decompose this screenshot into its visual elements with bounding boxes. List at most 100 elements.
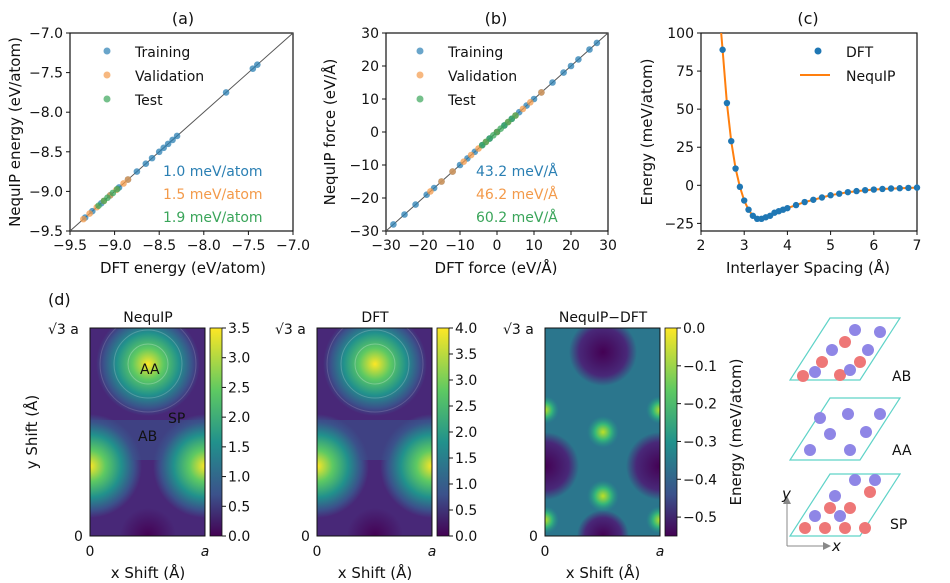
ytick-label-b: 0 <box>370 125 379 141</box>
ytick-bottom-1: 0 <box>74 529 83 545</box>
legend-b-training: Training <box>447 45 503 61</box>
panel-b-ylabel: NequIP force (eV/Å) <box>320 59 339 206</box>
colorbar-tick-label: 3.5 <box>228 321 250 337</box>
point-a-test <box>113 185 121 193</box>
point-c-dft <box>861 186 869 194</box>
point-c-dft <box>913 184 921 191</box>
heatmap-dft-title: DFT <box>361 310 389 326</box>
legend-b-validation-marker <box>416 71 424 79</box>
point-b-training <box>567 62 575 70</box>
panel-b-yticks: −30 −20 −10 0 10 20 30 <box>349 26 386 240</box>
axis-x-symbol: x <box>831 537 841 555</box>
legend-c-dft-marker <box>814 47 822 55</box>
panel-c-line: (c) 2 3 4 5 6 7 −25 0 25 50 75 100 Interlayer Spac… <box>638 9 921 277</box>
point-c-dft <box>723 99 731 107</box>
colorbar-tick-label: 3.0 <box>455 373 477 389</box>
point-c-dft <box>728 137 735 145</box>
stacking-label-sp: SP <box>168 411 185 427</box>
point-a-training <box>249 65 257 72</box>
xtick-left-3: 0 <box>541 544 550 560</box>
panel-c-ylabel: Energy (meV/atom) <box>638 58 656 205</box>
xtick-label-a: −8.5 <box>142 238 176 254</box>
point-c-dft <box>827 192 834 199</box>
point-c-dft <box>732 165 739 172</box>
point-c-dft <box>887 185 895 192</box>
point-b-training <box>401 211 408 218</box>
structure-aa: AA <box>788 397 912 461</box>
point-b-validation <box>460 158 468 165</box>
panel-a-yticks: −9.5 −9.0 −8.5 −8.0 −7.5 −7.0 <box>29 26 70 240</box>
xtick-label-a: −9.0 <box>98 238 132 254</box>
ytick-top-2: √3 a <box>275 322 306 338</box>
point-c-dft <box>818 194 826 201</box>
colorbar-tick-label: 3.0 <box>228 351 250 367</box>
point-a-validation <box>86 210 93 217</box>
point-c-dft <box>879 185 886 193</box>
heatmap-nequip-frame <box>89 327 206 537</box>
point-a-training <box>160 144 167 152</box>
colorbar-dft <box>436 327 450 537</box>
colorbar-tick-label: 4.0 <box>455 321 477 337</box>
legend-b-test: Test <box>447 93 476 109</box>
structure-ab: AB <box>788 317 911 385</box>
point-a-test <box>109 189 117 197</box>
colorbar-tick-label: 2.0 <box>228 410 250 426</box>
ytick-label-a: −8.0 <box>29 105 63 121</box>
xtick-label-c: 3 <box>740 238 749 254</box>
xtick-left-2: 0 <box>313 544 322 560</box>
ytick-label-a: −9.5 <box>29 224 63 240</box>
xtick-label-a: −7.5 <box>231 238 265 254</box>
heatmap-diff-title: NequIP−DFT <box>559 310 648 326</box>
panel-b-scatter: (b) −30 −20 −10 0 10 20 30 −30 −20 −10 0 10 20 30 DF… <box>320 9 617 277</box>
panel-b-points <box>390 39 601 228</box>
annotation-b-test-mae: 60.2 meV/Å <box>476 209 558 226</box>
xtick-label-a: −9.5 <box>53 238 87 254</box>
point-b-training <box>586 46 593 53</box>
heatmap-difference: NequIP−DFT 0.0−0.1−0.2−0.3−0.4−0.5 √3 a … <box>503 310 745 582</box>
structure-label-sp: SP <box>890 517 907 533</box>
heatmap-dft-frame <box>316 327 433 537</box>
annotation-b-validation-mae: 46.2 meV/Å <box>476 186 558 203</box>
ytick-label-c: −25 <box>664 216 694 232</box>
colorbar-tick-label: 1.5 <box>455 451 477 467</box>
point-b-training <box>390 221 397 228</box>
colorbar-diff-ticks: 0.0 −0.1 −0.2 −0.3 −0.4 −0.5 <box>677 321 717 526</box>
heatmap-diff-xlabel: x Shift (Å) <box>566 563 640 582</box>
stacking-label-aa: AA <box>140 362 160 378</box>
xtick-right-2: a <box>428 544 437 560</box>
colorbar-tick-label: 1.0 <box>228 470 250 486</box>
panel-c-series <box>719 33 921 223</box>
point-c-dft <box>792 201 800 209</box>
xtick-label-b: 0 <box>493 238 502 254</box>
panel-b-title: (b) <box>485 9 508 28</box>
heatmap-dft-field <box>317 328 432 536</box>
annotation-a-test-mae: 1.9 meV/atom <box>163 210 263 226</box>
xtick-label-c: 5 <box>826 238 835 254</box>
legend-a-training-marker <box>103 47 111 55</box>
point-b-test <box>512 112 519 119</box>
ytick-top-3: √3 a <box>503 322 534 338</box>
ytick-label-b: 20 <box>361 59 379 75</box>
point-a-validation <box>124 176 132 183</box>
point-b-training <box>560 69 567 76</box>
heatmap-nequip-xlabel: x Shift (Å) <box>111 563 185 582</box>
panel-c-frame <box>700 32 918 232</box>
point-c-dft <box>844 188 852 196</box>
ytick-label-a: −7.5 <box>29 66 63 82</box>
stacking-structures: AB AA SP y x <box>781 317 912 555</box>
point-c-dft <box>736 183 744 191</box>
point-b-validation <box>438 178 445 185</box>
point-a-training <box>148 154 156 162</box>
panel-a-ylabel: NequIP energy (eV/atom) <box>6 37 24 227</box>
axis-y-symbol: y <box>781 485 792 503</box>
legend-b-test-marker <box>416 95 424 103</box>
panel-b-xticks: −30 −20 −10 0 10 20 30 <box>371 231 617 254</box>
point-a-training <box>155 148 163 156</box>
point-b-validation <box>519 105 527 113</box>
xtick-label-c: 6 <box>869 238 878 254</box>
colorbar-tick-label: −0.2 <box>683 397 717 413</box>
ytick-label-b: 10 <box>361 92 379 108</box>
ytick-label-c: 75 <box>676 64 694 80</box>
xtick-label-c: 2 <box>697 238 706 254</box>
panel-a-xlabel: DFT energy (eV/atom) <box>100 259 266 277</box>
